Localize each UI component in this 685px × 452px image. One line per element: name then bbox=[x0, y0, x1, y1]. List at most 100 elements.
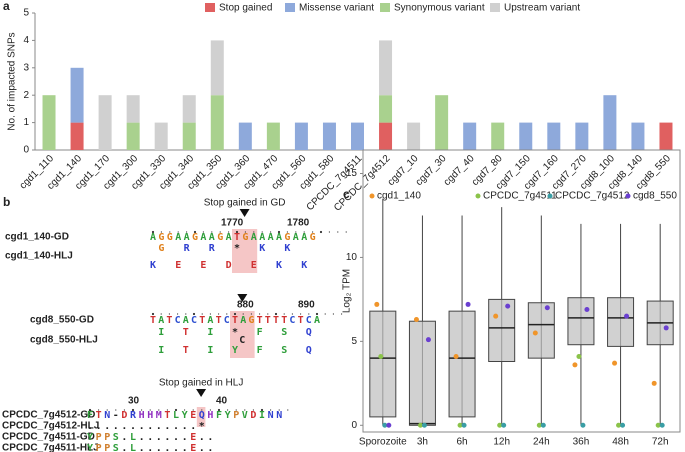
bar-segment bbox=[210, 95, 224, 150]
ruler-dot bbox=[242, 313, 244, 315]
gene-dot bbox=[532, 330, 538, 336]
box bbox=[369, 310, 397, 418]
y-tick-label: 1 bbox=[23, 117, 29, 128]
ruler-dot bbox=[260, 408, 264, 412]
x-tick-label: 6h bbox=[457, 437, 468, 448]
ruler-dot bbox=[217, 408, 221, 412]
bar-segment bbox=[322, 122, 336, 150]
y-tick-label: 2 bbox=[23, 90, 29, 101]
ruler-dot bbox=[328, 231, 330, 233]
ruler-dot bbox=[345, 231, 347, 233]
legend-label: cgd1_140 bbox=[377, 191, 421, 202]
row-label: cgd8_550-HLJ bbox=[30, 335, 98, 346]
bar-segment bbox=[631, 122, 645, 150]
row-label: CPCDC_7g4511-HLJ bbox=[2, 443, 99, 452]
box bbox=[488, 298, 516, 362]
ruler-dot bbox=[270, 231, 272, 233]
sequence: G R R * K K bbox=[158, 243, 290, 254]
ruler-dot bbox=[169, 231, 171, 233]
gene-dot bbox=[651, 380, 657, 386]
bar-segment bbox=[575, 122, 589, 150]
ruler-dot bbox=[267, 313, 269, 315]
ruler-dot bbox=[106, 409, 108, 411]
bar-segment bbox=[379, 122, 393, 150]
bar-segment bbox=[659, 122, 673, 150]
gene-dot bbox=[413, 317, 419, 323]
bar-segment bbox=[351, 122, 364, 150]
ruler-dot bbox=[160, 313, 162, 315]
y-tick-label: 0 bbox=[23, 145, 29, 156]
ruler-dot bbox=[209, 313, 211, 315]
ruler-dot bbox=[303, 231, 305, 233]
ruler-dot bbox=[186, 231, 188, 233]
ruler-dot bbox=[291, 313, 293, 315]
ruler-label: 890 bbox=[298, 300, 315, 311]
ruler-dot bbox=[332, 313, 334, 315]
ruler-dot bbox=[141, 409, 143, 411]
gene-dot bbox=[580, 422, 586, 428]
ruler-dot bbox=[131, 408, 135, 412]
y-tick-label: 10 bbox=[346, 252, 358, 263]
box bbox=[607, 297, 635, 347]
ruler-dot bbox=[227, 409, 229, 411]
bar-segment bbox=[266, 122, 280, 150]
legend-label: Upstream variant bbox=[504, 3, 580, 14]
gene-dot bbox=[663, 325, 669, 331]
gene-dot bbox=[544, 305, 550, 311]
mutation: C bbox=[239, 335, 245, 346]
ruler-dot bbox=[253, 231, 255, 233]
ruler-dot bbox=[235, 409, 237, 411]
y-tick-label: 15 bbox=[346, 168, 358, 179]
box bbox=[527, 302, 555, 359]
bar-segment bbox=[238, 122, 252, 150]
ruler-dot bbox=[261, 231, 263, 233]
legend-dot bbox=[547, 193, 553, 199]
row-label: CPCDC_7g4511-GD bbox=[2, 432, 95, 443]
gene-dot bbox=[421, 422, 427, 428]
ruler-dot bbox=[287, 409, 289, 411]
x-tick-label: 3h bbox=[417, 437, 428, 448]
gene-dot bbox=[374, 301, 380, 307]
row-label: CPCDC_7g4512-GD bbox=[2, 410, 95, 421]
ruler-label: 880 bbox=[237, 300, 254, 311]
y-tick-label: 5 bbox=[23, 8, 29, 19]
gene-dot bbox=[461, 422, 467, 428]
bar-segment bbox=[547, 122, 561, 150]
gene-dot bbox=[493, 313, 499, 319]
x-tick-label: 24h bbox=[533, 437, 550, 448]
ruler-dot bbox=[337, 231, 339, 233]
gene-dot bbox=[540, 422, 546, 428]
ruler-dot bbox=[319, 230, 323, 234]
gene-dot bbox=[386, 422, 392, 428]
bar-segment bbox=[98, 95, 112, 150]
bar-segment bbox=[407, 122, 421, 150]
ruler-dot bbox=[192, 312, 196, 316]
legend-label: CPCDC_7g4512 bbox=[555, 191, 630, 202]
ruler-dot bbox=[151, 230, 155, 234]
legend-label: CPCDC_7g4511 bbox=[483, 191, 557, 202]
row-label: cgd1_140-GD bbox=[5, 232, 69, 243]
ruler-dot bbox=[201, 409, 203, 411]
gene-dot bbox=[616, 422, 622, 428]
ruler-dot bbox=[226, 313, 228, 315]
bar-segment bbox=[294, 122, 308, 150]
gene-dot bbox=[576, 353, 582, 359]
ruler-label: 1780 bbox=[287, 218, 310, 229]
gene-dot bbox=[536, 422, 542, 428]
y-tick-label: 4 bbox=[23, 35, 29, 46]
ruler-dot bbox=[192, 409, 194, 411]
bar-segment bbox=[182, 95, 196, 123]
box bbox=[567, 297, 595, 346]
arrow bbox=[237, 294, 248, 302]
ruler-dot bbox=[274, 312, 278, 316]
bar-segment bbox=[210, 40, 224, 96]
x-tick-label: 12h bbox=[493, 437, 510, 448]
ruler-dot bbox=[177, 313, 179, 315]
ruler-dot bbox=[228, 231, 230, 233]
ruler-dot bbox=[341, 313, 343, 315]
row-label: CPCDC_7g4512-HLJ bbox=[2, 421, 99, 432]
ruler-dot bbox=[270, 409, 272, 411]
